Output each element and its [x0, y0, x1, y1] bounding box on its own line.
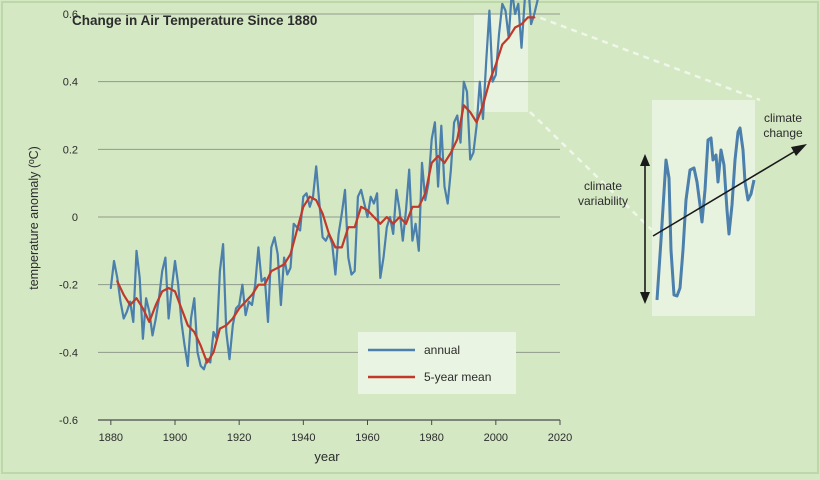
x-tick-label: 1880 [99, 432, 123, 444]
series-line-5-year-mean [116, 16, 536, 364]
highlight-box [474, 14, 528, 112]
x-tick-label: 2020 [548, 432, 572, 444]
climate-change-trend-line [652, 149, 798, 237]
x-tick-label: 1920 [227, 432, 251, 444]
inset-annual-line [655, 126, 756, 301]
y-tick-label: 0.4 [63, 77, 78, 89]
x-tick-label: 1980 [419, 432, 443, 444]
connector-top [529, 12, 761, 102]
legend-label-5-year-mean: 5-year mean [424, 370, 491, 384]
climate-change-arrowhead-icon [791, 144, 807, 156]
x-tick-label: 2000 [484, 432, 508, 444]
y-tick-label: 0.6 [63, 9, 78, 21]
inset: climate change climate variability [578, 100, 807, 316]
x-tick-label: 1900 [163, 432, 187, 444]
y-tick-label: -0.2 [59, 280, 78, 292]
series-group [109, 0, 539, 371]
y-tick-labels: -0.6 -0.4 -0.2 0 0.2 0.4 0.6 [59, 9, 78, 427]
y-axis-label: temperature anomaly (ºC) [27, 146, 41, 290]
x-tick-label: 1960 [355, 432, 379, 444]
chart-title: Change in Air Temperature Since 1880 [72, 13, 317, 28]
climate-change-label-line1: climate [764, 111, 802, 125]
y-tick-label: 0 [72, 212, 78, 224]
x-tick-labels: 1880 1900 1920 1940 1960 1980 2000 2020 [99, 420, 572, 444]
climate-variability-label-line2: variability [578, 194, 628, 208]
x-axis-label: year [314, 449, 340, 464]
series-line-annual [109, 0, 539, 371]
y-tick-label: -0.6 [59, 415, 78, 427]
climate-change-label-line2: change [763, 126, 803, 140]
x-tick-label: 1940 [291, 432, 315, 444]
legend: annual 5-year mean [358, 332, 516, 394]
y-tick-label: -0.4 [59, 347, 78, 359]
variability-arrow-up-icon [640, 154, 650, 166]
variability-arrow-down-icon [640, 292, 650, 304]
legend-label-annual: annual [424, 343, 460, 357]
y-tick-label: 0.2 [63, 144, 78, 156]
climate-variability-label-line1: climate [584, 179, 622, 193]
legend-box [358, 332, 516, 394]
